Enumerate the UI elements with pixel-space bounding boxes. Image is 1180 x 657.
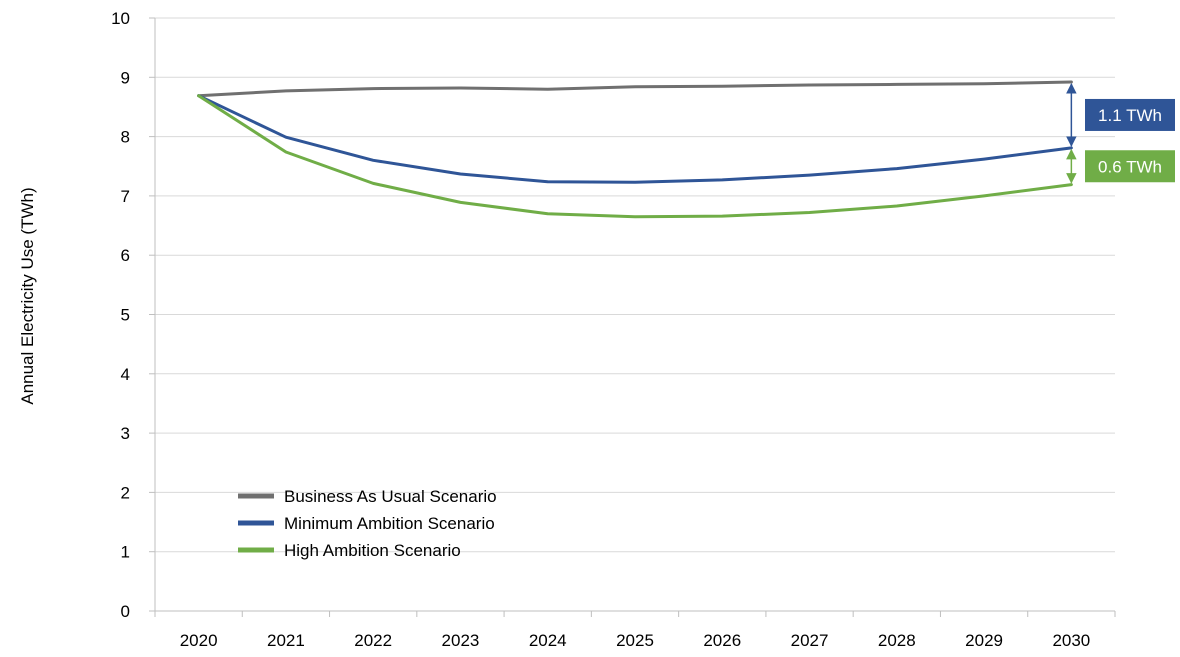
y-tick-label: 7 [121, 187, 130, 206]
series-line-1 [197, 94, 1073, 184]
annotation-box [1085, 150, 1175, 183]
x-tick-label: 2028 [878, 631, 916, 650]
y-tick-label: 1 [121, 543, 130, 562]
legend: Business As Usual Scenario Minimum Ambiti… [238, 487, 497, 560]
legend-label: Minimum Ambition Scenario [284, 514, 495, 533]
legend-label: High Ambition Scenario [284, 541, 461, 560]
x-tick-label: 2029 [965, 631, 1003, 650]
y-axis-title: Annual Electricity Use (TWh) [18, 187, 37, 404]
x-tick-label: 2025 [616, 631, 654, 650]
x-tick-label: 2023 [442, 631, 480, 650]
x-tick-label: 2022 [354, 631, 392, 650]
annotation-label: 1.1 TWh [1098, 106, 1162, 125]
y-tick-label: 3 [121, 424, 130, 443]
y-tick-label: 8 [121, 128, 130, 147]
series-lines [197, 80, 1073, 219]
legend-label: Business As Usual Scenario [284, 487, 497, 506]
y-tick-label: 6 [121, 246, 130, 265]
annotation-box [1085, 98, 1175, 131]
series-line-0 [197, 80, 1073, 98]
gridlines [155, 17, 1115, 553]
series-line-2 [197, 94, 1073, 219]
x-tick-label: 2021 [267, 631, 305, 650]
y-tick-label: 10 [111, 9, 130, 28]
annotation-label: 0.6 TWh [1098, 157, 1162, 176]
x-tick-label: 2024 [529, 631, 567, 650]
x-tick-label: 2020 [180, 631, 218, 650]
y-tick-label: 9 [121, 68, 130, 87]
x-tick-label: 2026 [703, 631, 741, 650]
y-tick-label: 2 [121, 483, 130, 502]
y-tick-label: 0 [121, 602, 130, 621]
axes: 0 1 2 3 4 5 6 7 8 9 10 2020 2021 2022 2023 2024 2025 2026… [111, 9, 1116, 650]
x-tick-label: 2027 [791, 631, 829, 650]
annotations: 1.1 TWh 0.6 TWh [1066, 82, 1175, 184]
y-tick-label: 4 [121, 365, 130, 384]
x-tick-label: 2030 [1052, 631, 1090, 650]
y-tick-label: 5 [121, 306, 130, 325]
